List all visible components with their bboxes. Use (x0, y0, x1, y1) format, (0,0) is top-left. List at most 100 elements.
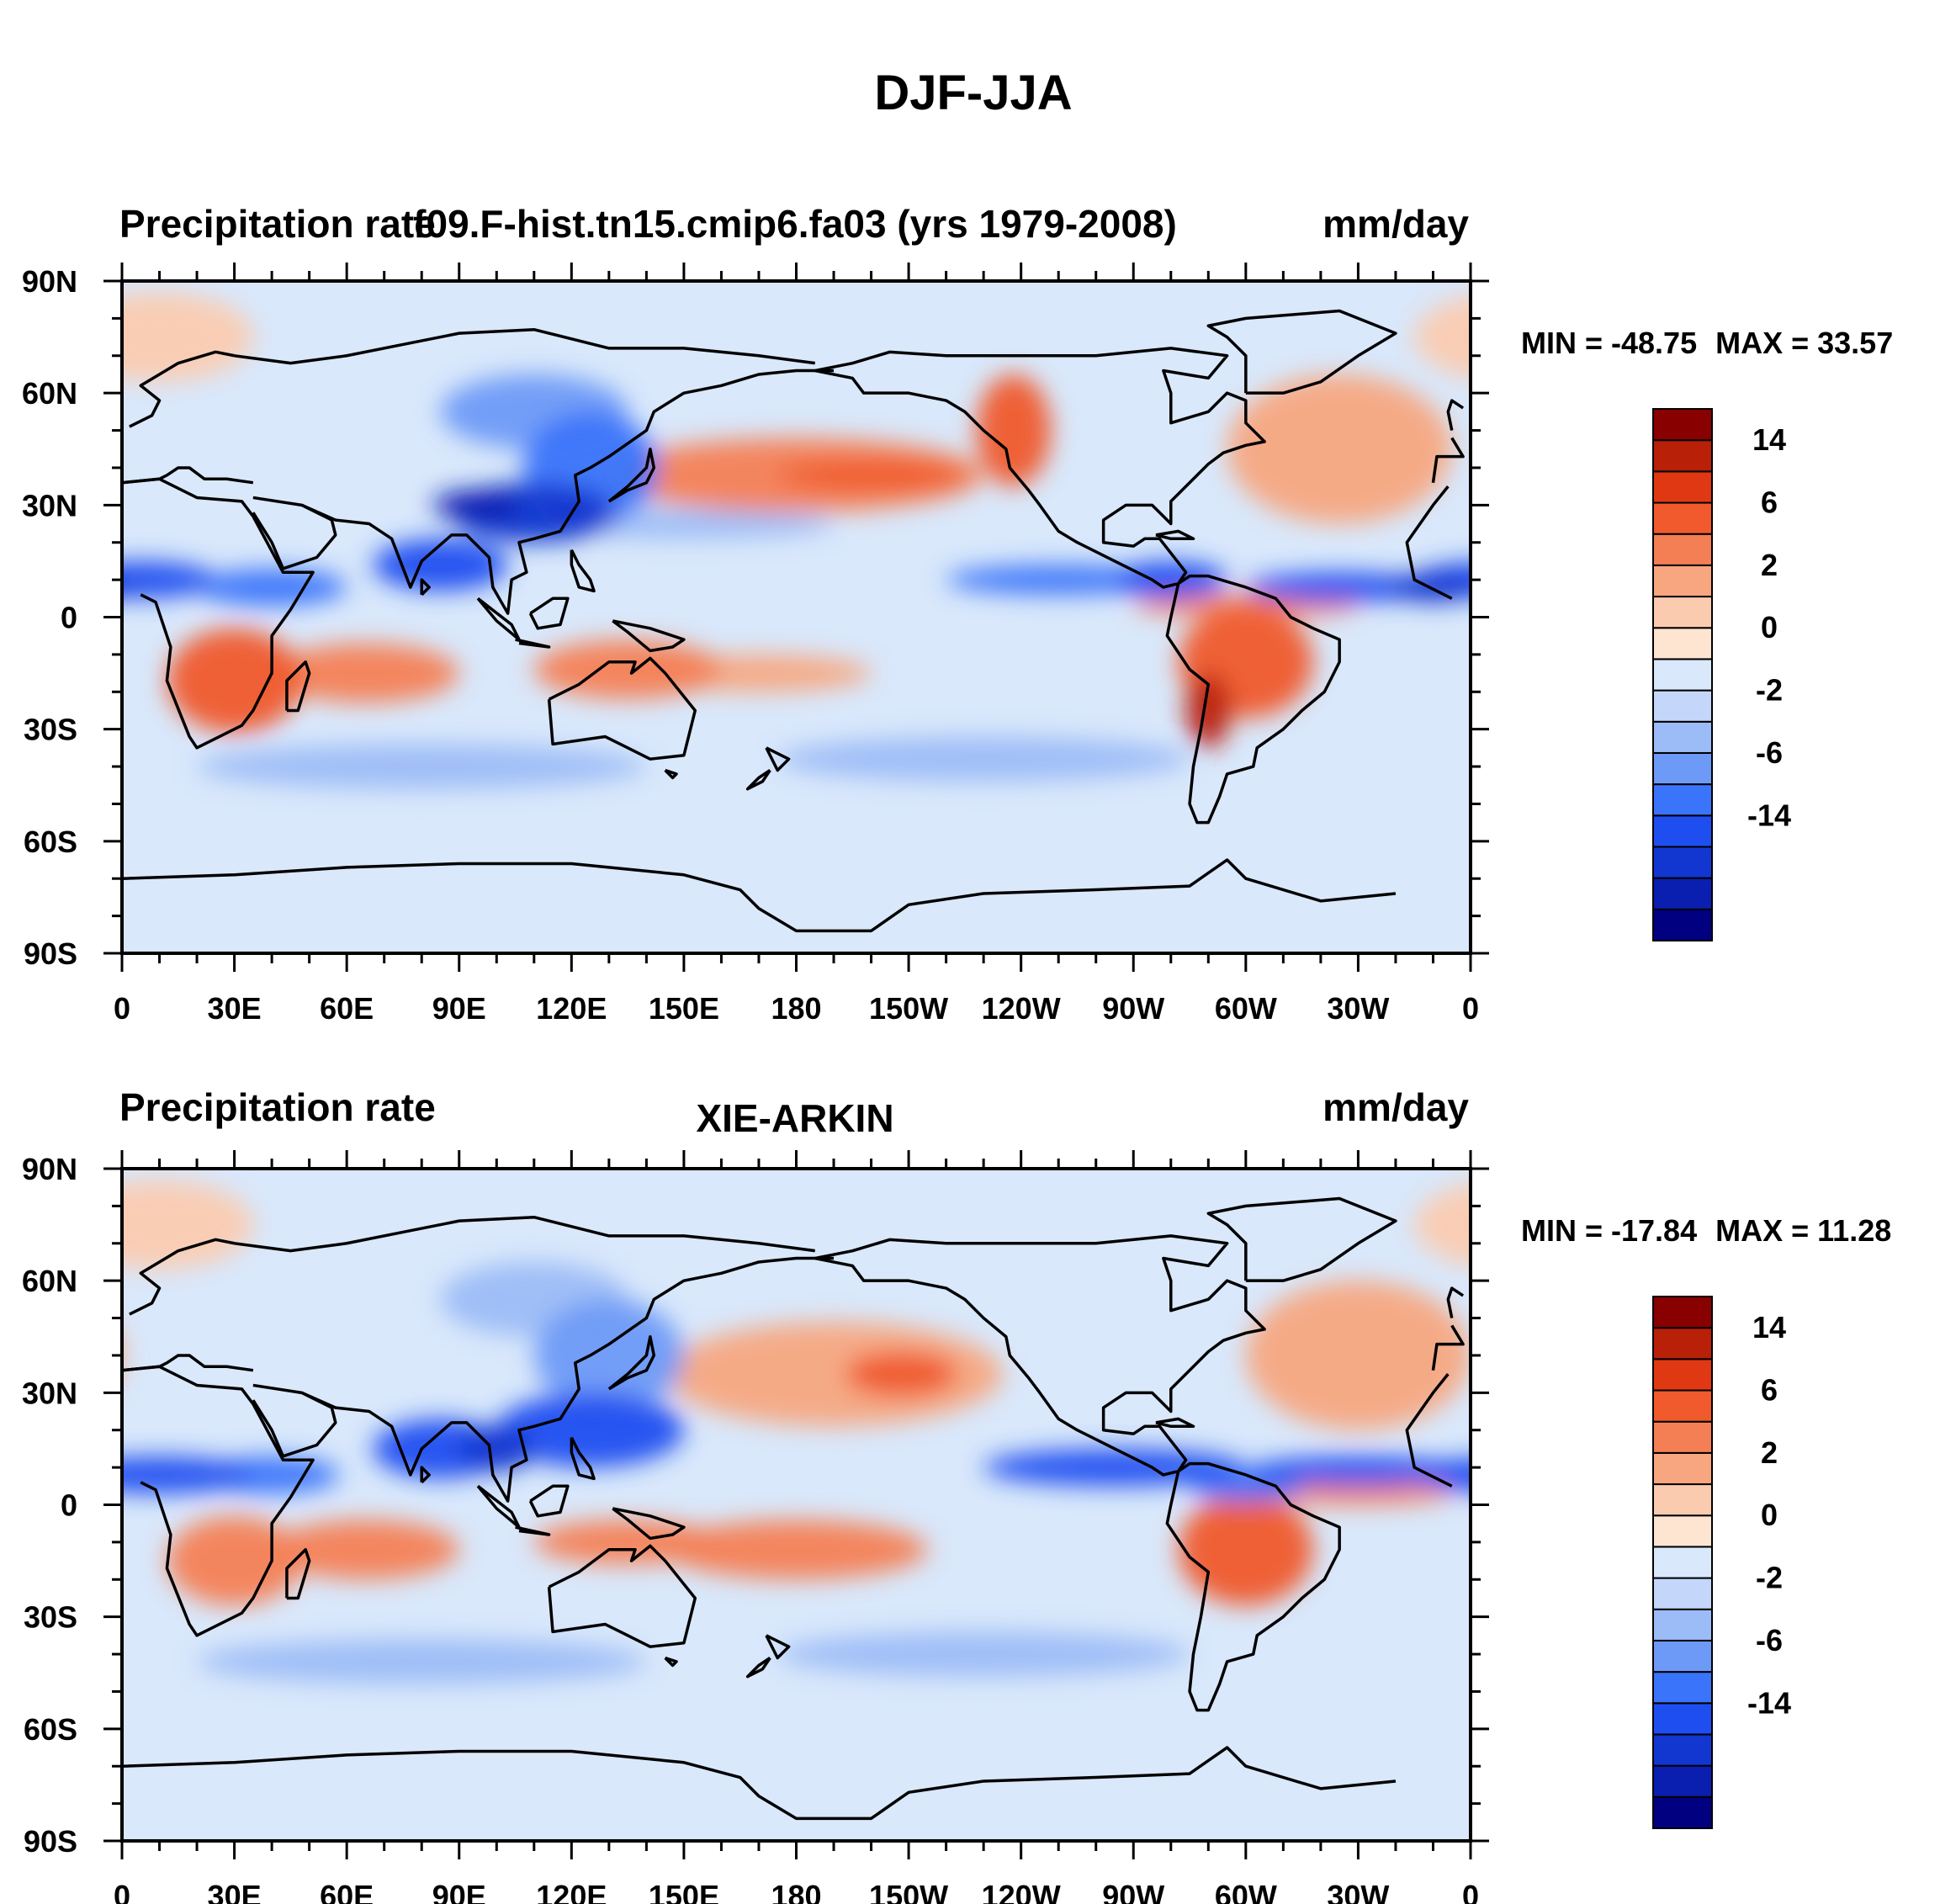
field-anomaly-blob (197, 1639, 647, 1684)
colorbar-swatch (1652, 533, 1713, 566)
colorbar-swatch (1652, 408, 1713, 442)
coastline (765, 1634, 791, 1660)
colorbar-swatch (1652, 1514, 1713, 1548)
coastline (1446, 399, 1465, 431)
field-anomaly-blob (197, 744, 647, 789)
lon-tick-label: 120E (536, 1879, 607, 1904)
field-anomaly-blob (1883, 639, 1940, 699)
coastline (129, 1238, 1465, 1371)
coastline (1206, 1196, 1397, 1282)
lat-axis-labels: 90N 60N 30N 0 30S 60S 90S (22, 264, 77, 971)
min-max-label: MIN = -17.84 MAX = 11.28 (1521, 1213, 1891, 1248)
coastline (122, 1746, 1397, 1821)
min-label: MIN = -48.75 (1521, 326, 1697, 360)
colorbar-label: 14 (1752, 1310, 1786, 1344)
field-anomaly-blob (1883, 1299, 1940, 1411)
lon-tick-label: 180 (771, 991, 821, 1026)
lon-tick-label: 60W (1215, 1879, 1277, 1904)
colorbar-swatch (1652, 751, 1713, 786)
field-anomaly-blob (777, 736, 1190, 782)
lat-axis-labels: 90N 60N 30N 0 30S 60S 90S (22, 1152, 77, 1859)
colorbar-label: 14 (1752, 422, 1786, 457)
field-anomaly-blob (1515, 628, 1650, 733)
colorbar-swatch (1652, 1296, 1713, 1329)
lon-tick-label: 30E (208, 991, 262, 1026)
lon-axis-labels: 0 30E 60E 90E 120E 150E 180 150W 120W 90W 60W 30W 0 (114, 991, 1479, 1026)
coastline (285, 660, 311, 713)
coastline (607, 448, 656, 503)
colorbar-label: 2 (1761, 548, 1778, 582)
lat-tick-label: 60S (24, 825, 77, 859)
field-anomaly-blob (665, 1321, 1003, 1427)
panel-units: mm/day (1322, 1085, 1469, 1129)
colorbar-swatch (1652, 627, 1713, 660)
field-anomaly-blob (122, 560, 216, 599)
field-anomaly-blob (1245, 1456, 1471, 1487)
field-anomaly-blob (1245, 1281, 1471, 1430)
coastline (547, 656, 697, 761)
colorbar-swatch (1652, 814, 1713, 848)
lat-tick-label: 30S (24, 1600, 77, 1635)
colorbar-swatch (1652, 1483, 1713, 1517)
lon-tick-label: 150E (649, 1879, 719, 1904)
field-anomaly-blob (1789, 1262, 1940, 1337)
field-anomaly-blob (1845, 1392, 1940, 1467)
field-anomaly-blob (1883, 509, 1940, 539)
field-anomaly-blob (1871, 411, 1940, 523)
colorbar-swatch (1652, 1327, 1713, 1360)
coastline (765, 746, 791, 772)
lon-tick-label: 120W (982, 991, 1061, 1026)
lon-tick-label: 60W (1215, 991, 1277, 1026)
min-label: MIN = -17.84 (1521, 1213, 1697, 1248)
field-anomaly-blob (1800, 483, 1940, 543)
lat-tick-label: 90N (22, 264, 77, 299)
lon-tick-label: 180 (771, 1879, 821, 1904)
coastline (301, 369, 835, 615)
field-anomaly-blob (1264, 1482, 1452, 1505)
colorbar-swatch (1652, 908, 1713, 941)
lat-tick-label: 30S (24, 713, 77, 747)
lon-tick-label: 0 (114, 1879, 130, 1904)
coastline (129, 350, 1465, 483)
field-anomaly-blob (946, 565, 1171, 595)
panel-center-string: f09.F-hist.tn15.cmip6.fa03 (yrs 1979-200… (413, 202, 1177, 246)
coastline (570, 1436, 596, 1481)
colorbar-label: -6 (1756, 1623, 1783, 1657)
lon-tick-label: 150W (869, 1879, 948, 1904)
map-field (0, 1169, 1940, 1841)
lat-tick-label: 60N (22, 1264, 77, 1298)
field-anomaly-blob (845, 1351, 957, 1397)
field-anomaly-blob (1185, 673, 1232, 748)
colorbar-swatch (1652, 501, 1713, 535)
lat-tick-label: 90S (24, 936, 77, 971)
panel-units: mm/day (1322, 202, 1469, 246)
coastline (814, 347, 1266, 589)
lat-tick-label: 90S (24, 1824, 77, 1859)
lon-axis-labels: 0 30E 60E 90E 120E 150E 180 150W 120W 90W 60W 30W 0 (114, 1879, 1479, 1904)
coastline (664, 768, 678, 780)
colorbar-swatch (1652, 1389, 1713, 1423)
colorbar-label: 6 (1761, 485, 1778, 520)
field-anomaly-blob (272, 1519, 459, 1580)
lat-tick-label: 60S (24, 1712, 77, 1747)
lon-tick-label: 30W (1327, 991, 1389, 1026)
field-anomaly-blob (1782, 491, 1872, 521)
lat-tick-label: 60N (22, 376, 77, 411)
coastline (570, 549, 596, 593)
field-anomaly-blob (0, 1482, 103, 1505)
coastline (301, 1256, 835, 1503)
coastline (745, 769, 771, 791)
lon-tick-label: 120E (536, 991, 607, 1026)
field-anomaly-blob (122, 1456, 253, 1494)
colorbar-swatch (1652, 439, 1713, 473)
colorbar-swatch (1652, 783, 1713, 817)
min-max-label: MIN = -48.75 MAX = 33.57 (1521, 326, 1893, 360)
field-anomaly-blob (777, 1631, 1190, 1677)
field-anomaly-blob (0, 1456, 122, 1487)
field-anomaly-blob (0, 595, 9, 618)
field-anomaly-blob (167, 1515, 302, 1606)
field-anomaly-blob (1545, 744, 1940, 788)
coastline (814, 1234, 1266, 1477)
colorbar-swatch (1652, 658, 1713, 692)
lon-tick-label: 0 (114, 991, 130, 1026)
